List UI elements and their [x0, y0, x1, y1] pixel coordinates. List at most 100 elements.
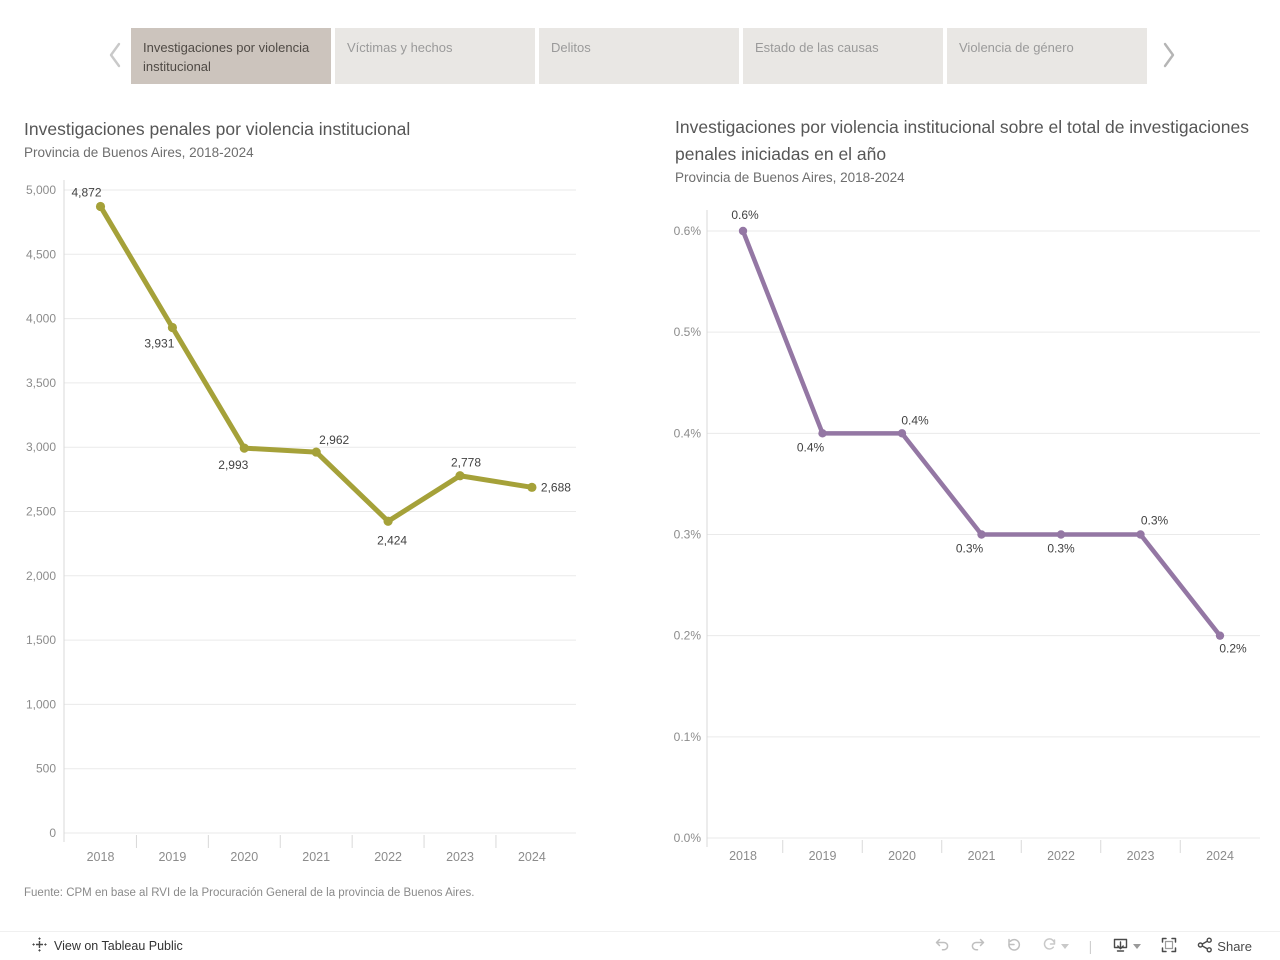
tab-label: Víctimas y hechos	[347, 40, 453, 55]
download-icon	[1112, 937, 1129, 956]
x-axis-tick-label: 2024	[1206, 849, 1234, 863]
tab-list: Investigaciones por violencia institucio…	[131, 28, 1147, 84]
data-point[interactable]	[897, 429, 907, 438]
y-axis-tick-label: 3,500	[26, 376, 56, 390]
x-axis-tick-label: 2023	[1127, 849, 1155, 863]
chevron-left-icon	[107, 41, 123, 72]
y-axis-tick-label: 0.5%	[674, 325, 702, 339]
line-chart-plot[interactable]: 0.0% 0.1% 0.2% 0.3% 0.4% 0.5% 0.6% 2018 2019 2020…	[656, 100, 1280, 910]
data-point[interactable]	[977, 530, 986, 539]
share-button[interactable]: Share	[1191, 935, 1258, 958]
redo-button[interactable]	[964, 936, 992, 957]
data-point-label: 2,962	[319, 433, 349, 447]
data-point-label: 2,424	[377, 533, 407, 547]
y-axis-tick-label: 0.0%	[674, 831, 702, 845]
line-chart-plot[interactable]: 0 500 1,000 1,500 2,000 2,500 3,000 3,500 4,000 4…	[0, 100, 640, 910]
data-point[interactable]	[95, 201, 106, 212]
y-axis-tick-label: 1,000	[26, 697, 56, 711]
data-point[interactable]	[383, 516, 393, 526]
data-point-label: 0.3%	[1047, 542, 1075, 556]
data-point-label: 0.3%	[1141, 514, 1169, 528]
data-point[interactable]	[455, 471, 465, 481]
tab-label: Estado de las causas	[755, 40, 879, 55]
data-point[interactable]	[1056, 530, 1066, 539]
x-axis-tick-label: 2022	[1047, 849, 1075, 863]
x-axis-tick-label: 2021	[968, 849, 996, 863]
toolbar-actions: |	[928, 935, 1258, 958]
y-axis-tick-label: 5,000	[26, 183, 56, 197]
chevron-down-icon	[1060, 943, 1069, 949]
data-point-label: 4,872	[71, 185, 101, 199]
data-point[interactable]	[1215, 631, 1225, 640]
source-note: Fuente: CPM en base al RVI de la Procura…	[24, 887, 475, 899]
chart-porcentaje-investigaciones: Investigaciones por violencia institucio…	[656, 100, 1280, 910]
y-axis-tick-label: 1,500	[26, 633, 56, 647]
tabs-scroll-right-button[interactable]	[1152, 28, 1186, 84]
refresh-icon	[1042, 937, 1057, 955]
x-axis-tick-label: 2022	[374, 850, 402, 864]
data-point[interactable]	[239, 443, 249, 453]
data-point-label: 0.4%	[901, 413, 929, 427]
tabs-scroll-left-button[interactable]	[98, 28, 132, 84]
y-axis-tick-label: 0.2%	[674, 629, 702, 643]
undo-icon	[934, 938, 950, 955]
tab-violencia-de-genero[interactable]: Violencia de género	[947, 28, 1147, 84]
y-axis-tick-label: 2,500	[26, 505, 56, 519]
data-line	[98, 203, 535, 524]
x-axis-tick-label: 2020	[230, 850, 258, 864]
y-axis-tick-label: 0	[49, 826, 56, 840]
data-point[interactable]	[818, 429, 827, 438]
data-point-label: 0.6%	[731, 208, 759, 222]
x-axis-tick-label: 2018	[729, 849, 757, 863]
data-point-label: 2,688	[541, 480, 571, 494]
data-point-label: 2,993	[218, 458, 248, 472]
data-point[interactable]	[738, 226, 748, 236]
x-axis-tick-label: 2020	[888, 849, 916, 863]
view-on-tableau-public-link[interactable]: View on Tableau Public	[32, 937, 183, 955]
download-button[interactable]	[1106, 935, 1147, 958]
share-icon	[1197, 937, 1213, 956]
y-axis-tick-label: 0.3%	[674, 528, 702, 542]
y-axis-tick-label: 3,000	[26, 440, 56, 454]
data-point[interactable]	[167, 322, 177, 333]
toolbar-divider: |	[1088, 938, 1093, 954]
data-point[interactable]	[1136, 530, 1145, 539]
y-axis-tick-label: 0.1%	[674, 730, 702, 744]
fullscreen-button[interactable]	[1155, 935, 1183, 958]
data-point-label: 2,778	[451, 456, 481, 470]
chart-title: Investigaciones penales por violencia in…	[24, 119, 411, 139]
share-label: Share	[1217, 938, 1252, 954]
undo-button[interactable]	[928, 936, 956, 957]
view-link-label: View on Tableau Public	[54, 939, 183, 953]
tab-estado-de-las-causas[interactable]: Estado de las causas	[743, 28, 943, 84]
tab-victimas-y-hechos[interactable]: Víctimas y hechos	[335, 28, 535, 84]
chevron-down-icon	[1133, 943, 1142, 949]
x-axis-tick-label: 2023	[446, 850, 474, 864]
redo-icon	[970, 938, 986, 955]
x-axis-tick-label: 2018	[87, 850, 115, 864]
x-axis-tick-label: 2019	[809, 849, 837, 863]
x-axis-tick-label: 2019	[158, 850, 186, 864]
tab-label: Violencia de género	[959, 40, 1074, 55]
y-axis-tick-label: 0.6%	[674, 224, 702, 238]
data-point-label: 0.3%	[956, 542, 984, 556]
data-point-label: 0.2%	[1219, 642, 1247, 656]
bottom-toolbar: View on Tableau Public	[0, 931, 1280, 960]
x-axis-tick-label: 2021	[302, 850, 330, 864]
x-axis-tick-label: 2024	[518, 850, 546, 864]
data-point[interactable]	[311, 447, 321, 457]
y-axis-tick-label: 0.4%	[674, 426, 702, 440]
tableau-logo-icon	[32, 937, 47, 955]
y-axis-tick-label: 4,500	[26, 247, 56, 261]
data-point[interactable]	[527, 482, 537, 492]
y-axis-tick-label: 500	[36, 762, 56, 776]
tab-investigaciones-por-violencia-institucional[interactable]: Investigaciones por violencia institucio…	[131, 28, 331, 84]
data-point-label: 3,931	[144, 336, 174, 350]
chevron-right-icon	[1161, 41, 1177, 72]
reset-button[interactable]	[1000, 936, 1028, 957]
tab-delitos[interactable]: Delitos	[539, 28, 739, 84]
refresh-button[interactable]	[1036, 936, 1075, 957]
reset-icon	[1006, 938, 1022, 955]
tab-bar: Investigaciones por violencia institucio…	[0, 28, 1280, 84]
